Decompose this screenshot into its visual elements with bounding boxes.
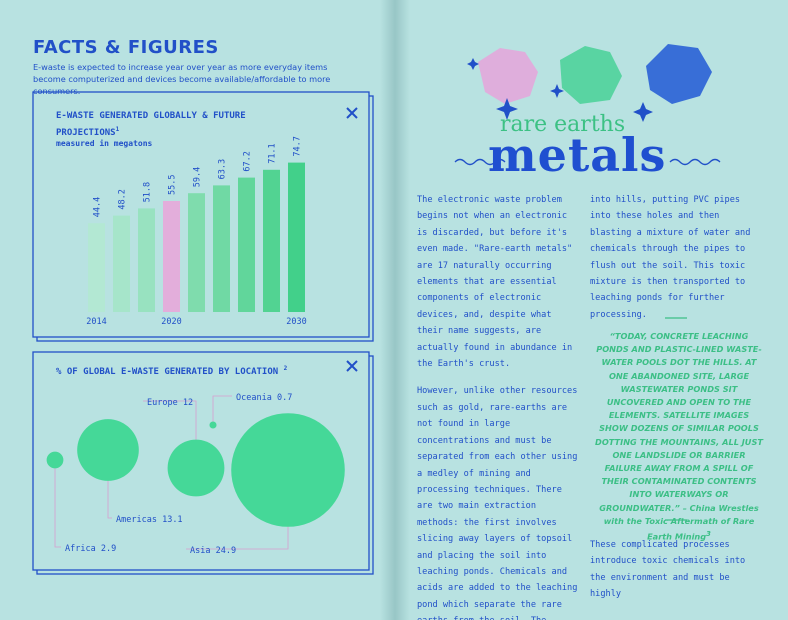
chart-subtitle: measured in megatons xyxy=(56,139,153,148)
leader-line xyxy=(212,395,232,425)
paragraph: These complicated processes introduce to… xyxy=(590,540,746,600)
bubble-name: Asia xyxy=(190,546,210,556)
quote-rule xyxy=(665,317,687,521)
bubble-label: Africa 2.9 xyxy=(65,544,116,554)
bubble-value: 24.9 xyxy=(216,546,236,556)
bubble xyxy=(46,451,64,469)
article-title: metals xyxy=(488,128,667,182)
value-label: 59.4 xyxy=(193,167,203,187)
value-label: 63.3 xyxy=(218,159,228,179)
bubble xyxy=(77,419,139,481)
bar xyxy=(113,215,130,312)
paragraph: into hills, putting PVC pipes into these… xyxy=(590,195,751,320)
page-fold xyxy=(380,0,410,620)
bubble-label: Americas 13.1 xyxy=(116,515,183,525)
leader-line xyxy=(54,460,61,548)
bar xyxy=(263,169,280,312)
close-icon xyxy=(346,107,358,372)
bubble-value: 12 xyxy=(183,398,193,408)
bar xyxy=(163,201,180,312)
chart-title-text: % OF GLOBAL E-WASTE GENERATED BY LOCATIO… xyxy=(56,367,279,377)
bar xyxy=(213,185,230,312)
value-label: 44.4 xyxy=(93,197,103,217)
chart-title: % OF GLOBAL E-WASTE GENERATED BY LOCATIO… xyxy=(56,362,356,379)
column: into hills, putting PVC pipes into these… xyxy=(590,192,760,334)
footnote-mark: 3 xyxy=(706,530,711,539)
bubble-label: Asia 24.9 xyxy=(190,546,236,556)
bubble-value: 13.1 xyxy=(162,515,182,525)
footnote-mark: 2 xyxy=(283,365,288,372)
bubble xyxy=(167,439,225,497)
bubble-name: Europe xyxy=(147,398,178,408)
gems xyxy=(467,44,712,122)
x-tick-label: 2030 xyxy=(286,317,306,327)
bar xyxy=(138,208,155,312)
section-title: FACTS & FIGURES xyxy=(33,37,219,58)
bubble-label: Oceania 0.7 xyxy=(236,393,292,403)
bubble-value: 0.7 xyxy=(277,393,292,403)
bubble-label: Europe 12 xyxy=(147,398,193,408)
bubble-name: Oceania xyxy=(236,393,272,403)
bubble xyxy=(231,413,345,527)
x-tick-label: 2014 xyxy=(86,317,106,327)
quote-attribution: – China Wrestles with the Toxic Aftermat… xyxy=(603,502,759,542)
bar xyxy=(188,193,205,312)
bar xyxy=(88,223,105,312)
chart-title: E-WASTE GENERATED GLOBALLY & FUTURE PROJ… xyxy=(56,110,246,140)
value-label: 71.1 xyxy=(268,143,278,163)
bubble-name: Americas xyxy=(116,515,157,525)
quote-text: “TODAY, CONCRETE LEACHING PONDS AND PLAS… xyxy=(595,331,763,513)
x-tick-label: 2020 xyxy=(161,317,181,327)
value-label: 55.5 xyxy=(168,175,178,195)
paragraph: The electronic waste problem begins not … xyxy=(417,195,573,370)
paragraph: However, unlike other resources such as … xyxy=(417,386,578,620)
value-label: 51.8 xyxy=(143,182,153,202)
bubble-value: 2.9 xyxy=(101,544,116,554)
intro-text: E-waste is expected to increase year ove… xyxy=(33,62,331,96)
value-label: 67.2 xyxy=(243,151,253,171)
bubble xyxy=(209,421,217,429)
value-label: 48.2 xyxy=(118,189,128,209)
column: These complicated processes introduce to… xyxy=(590,537,760,614)
value-label: 74.7 xyxy=(293,136,303,156)
column: The electronic waste problem begins not … xyxy=(417,192,579,620)
kicker: rare earths xyxy=(500,112,626,137)
bar xyxy=(288,162,305,312)
pull-quote: “TODAY, CONCRETE LEACHING PONDS AND PLAS… xyxy=(594,330,764,544)
footnote-mark: 1 xyxy=(115,126,120,133)
bubble-name: Africa xyxy=(65,544,96,554)
bar xyxy=(238,177,255,312)
wave-ornament xyxy=(454,158,721,166)
chart-title-text: E-WASTE GENERATED GLOBALLY & FUTURE PROJ… xyxy=(56,111,246,138)
